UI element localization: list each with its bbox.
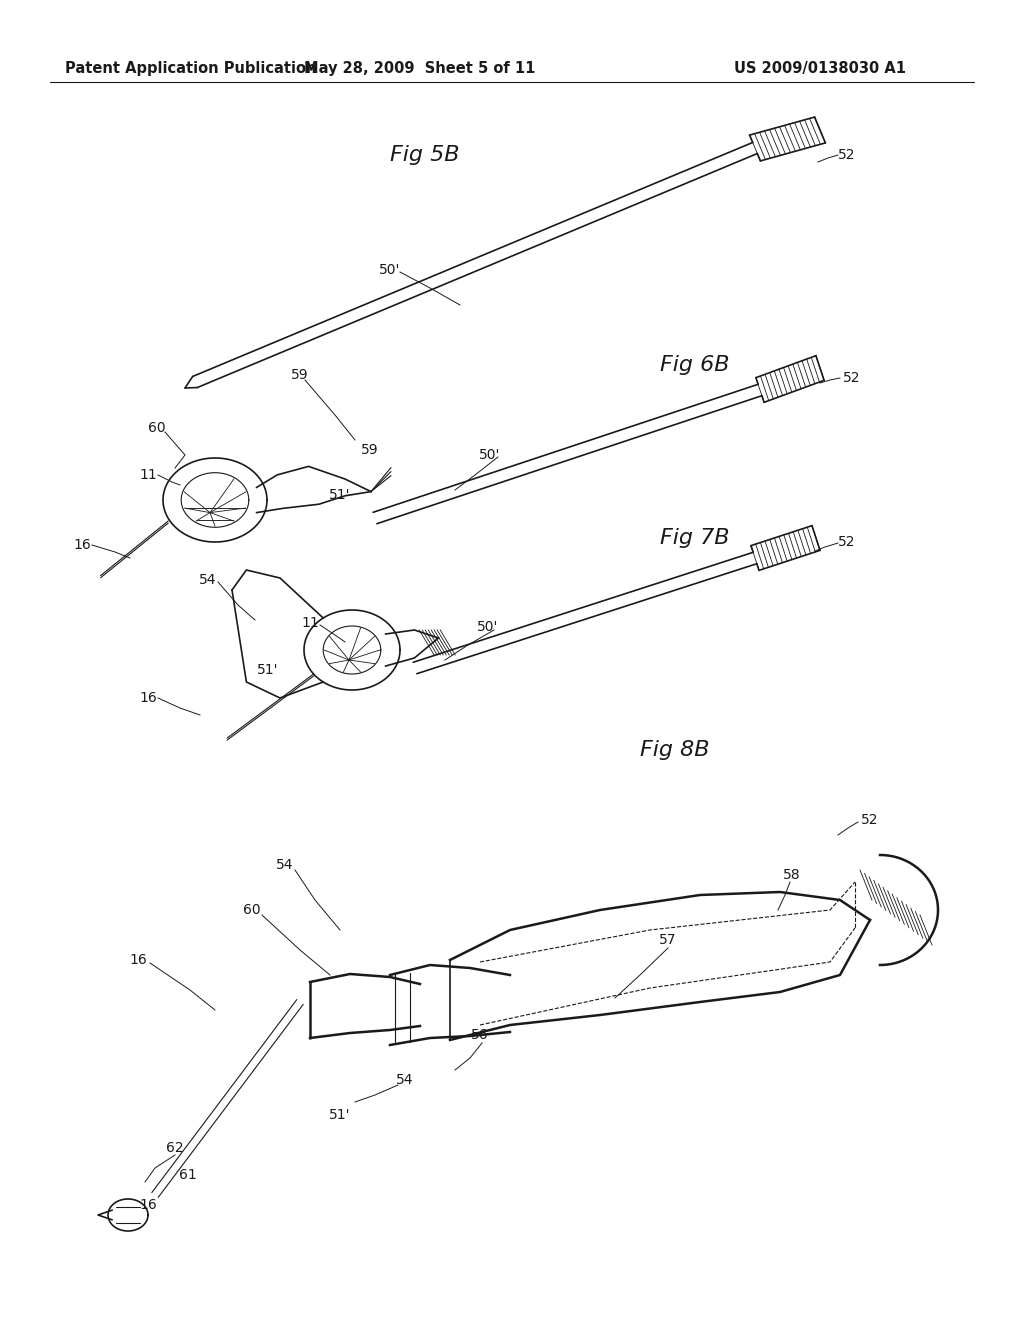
Text: 59: 59: [291, 368, 309, 381]
Text: 51': 51': [330, 1107, 351, 1122]
Text: 56: 56: [471, 1028, 488, 1041]
Text: 54: 54: [396, 1073, 414, 1086]
Text: May 28, 2009  Sheet 5 of 11: May 28, 2009 Sheet 5 of 11: [304, 61, 536, 75]
Text: 11: 11: [139, 469, 157, 482]
Text: 54: 54: [276, 858, 294, 873]
Text: 50': 50': [379, 263, 400, 277]
Text: 51': 51': [330, 488, 351, 502]
Text: 51': 51': [257, 663, 279, 677]
Text: 60: 60: [243, 903, 261, 917]
Text: 52: 52: [861, 813, 879, 828]
Text: Fig 5B: Fig 5B: [390, 145, 460, 165]
Text: 60: 60: [148, 421, 166, 436]
Text: 11: 11: [301, 616, 318, 630]
Text: 61: 61: [179, 1168, 197, 1181]
Text: 57: 57: [659, 933, 677, 946]
Text: Patent Application Publication: Patent Application Publication: [65, 61, 316, 75]
Text: 16: 16: [73, 539, 91, 552]
Text: 52: 52: [839, 535, 856, 549]
Text: 58: 58: [783, 869, 801, 882]
Text: 16: 16: [139, 1199, 157, 1212]
Text: 62: 62: [166, 1140, 184, 1155]
Text: Fig 7B: Fig 7B: [660, 528, 729, 548]
Text: 16: 16: [129, 953, 146, 968]
Text: 50': 50': [479, 447, 501, 462]
Text: 54: 54: [200, 573, 217, 587]
Text: 16: 16: [139, 690, 157, 705]
Text: 50': 50': [477, 620, 499, 634]
Text: 52: 52: [843, 371, 861, 385]
Text: 52: 52: [839, 148, 856, 162]
Text: Fig 6B: Fig 6B: [660, 355, 729, 375]
Text: Fig 8B: Fig 8B: [640, 741, 710, 760]
Text: US 2009/0138030 A1: US 2009/0138030 A1: [734, 61, 906, 75]
Text: 59: 59: [361, 444, 379, 457]
